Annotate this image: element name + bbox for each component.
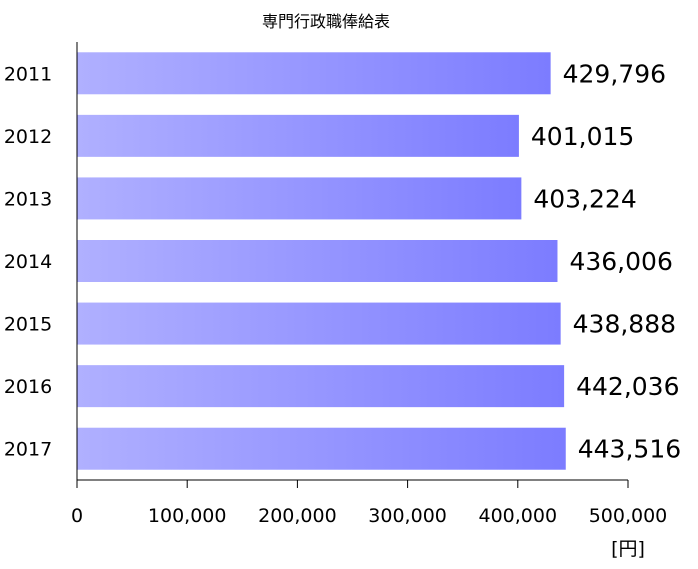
value-label-2017: 443,516 [578, 435, 681, 464]
value-label-2011: 429,796 [563, 59, 666, 88]
value-label-2013: 403,224 [533, 184, 636, 213]
value-label-2016: 442,036 [576, 372, 679, 401]
x-tick-label-300000: 300,000 [368, 505, 447, 527]
category-label-2015: 2015 [4, 314, 52, 336]
value-label-2014: 436,006 [569, 247, 672, 276]
bar-2013 [77, 177, 522, 220]
bars-group: 2011 429,796 2012 401,015 2013 403,224 2014 436… [4, 52, 681, 470]
bar-2014 [77, 240, 558, 282]
chart-title: 専門行政職俸給表 [262, 12, 390, 31]
x-tick-label-100000: 100,000 [148, 505, 227, 527]
category-label-2014: 2014 [4, 251, 52, 273]
value-label-2015: 438,888 [573, 310, 676, 339]
bar-2016 [77, 365, 565, 408]
x-tick-label-500000: 500,000 [589, 505, 668, 527]
unit-label: [円] [611, 538, 645, 560]
category-label-2016: 2016 [4, 376, 52, 398]
axes-group: 0 100,000 200,000 300,000 400,000 500,000 [71, 42, 667, 527]
x-tick-label-0: 0 [71, 505, 83, 527]
bar-2012 [77, 114, 519, 157]
category-label-2012: 2012 [4, 126, 52, 148]
bar-2017 [77, 427, 566, 470]
bar-2015 [77, 302, 561, 345]
bar-2011 [77, 52, 551, 95]
x-tick-label-200000: 200,000 [258, 505, 337, 527]
category-label-2013: 2013 [4, 188, 52, 210]
x-tick-label-400000: 400,000 [479, 505, 558, 527]
category-label-2017: 2017 [4, 439, 52, 461]
category-label-2011: 2011 [4, 63, 52, 85]
value-label-2012: 401,015 [531, 122, 634, 151]
